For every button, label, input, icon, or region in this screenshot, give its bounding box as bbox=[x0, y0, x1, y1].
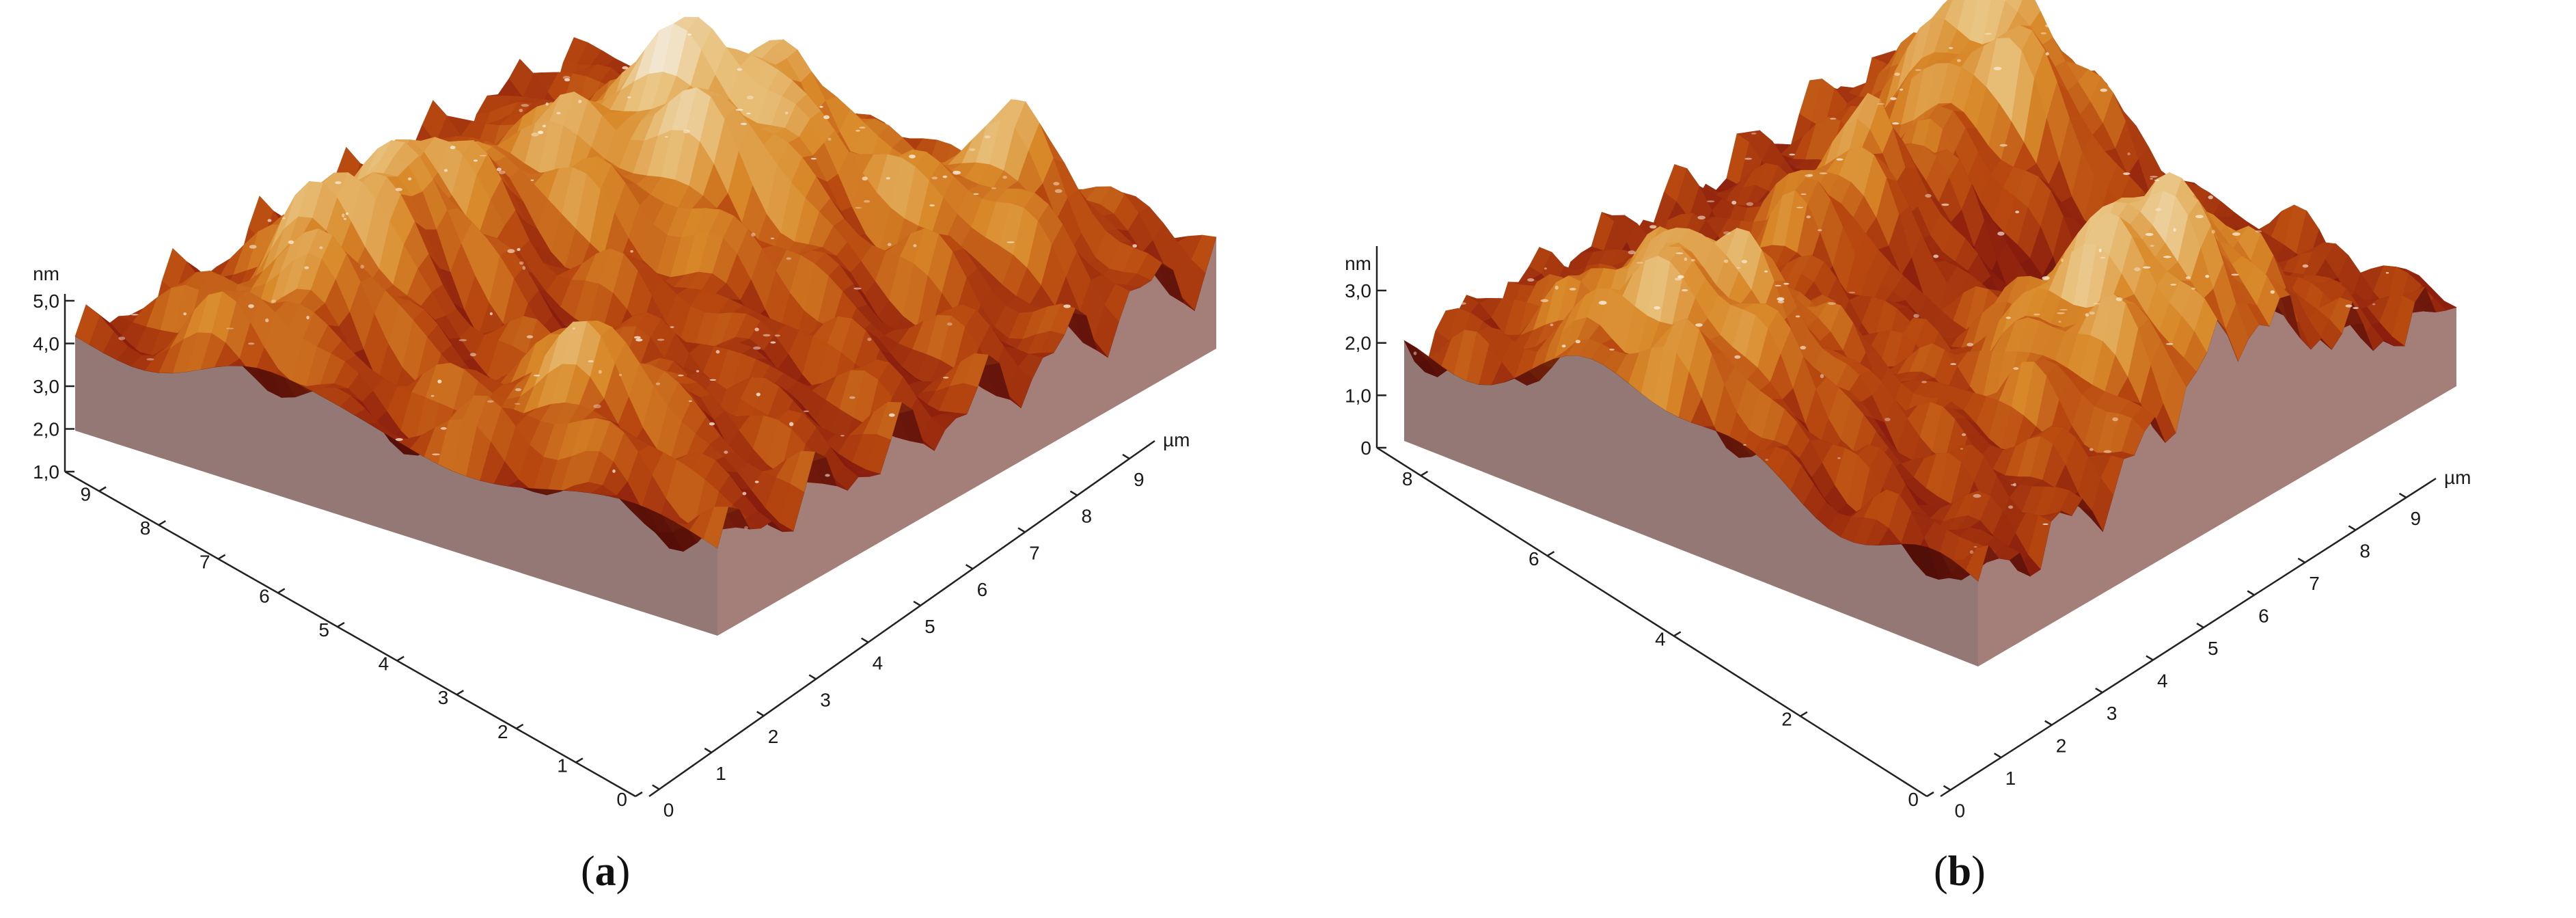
a-y-tick-label: 3 bbox=[438, 687, 449, 708]
a-x-unit-label: µm bbox=[1163, 429, 1190, 450]
a-x-tick-label: 3 bbox=[820, 689, 831, 710]
a-y-tick bbox=[158, 520, 166, 526]
b-y-tick-label: 8 bbox=[1402, 468, 1413, 489]
a-z-tick-label: 2,0 bbox=[33, 419, 59, 440]
a-y-tick bbox=[277, 588, 286, 594]
a-y-tick bbox=[217, 554, 226, 560]
a-z-tick-label: 4,0 bbox=[33, 334, 59, 355]
a-x-tick-label: 8 bbox=[1082, 506, 1093, 527]
a-y-axis-line bbox=[64, 470, 636, 798]
caption-b: (b) bbox=[1934, 848, 1986, 895]
caption-b-letter: b bbox=[1947, 848, 1972, 895]
a-x-tick bbox=[913, 600, 921, 607]
b-y-tick-label: 2 bbox=[1781, 709, 1792, 730]
b-x-tick-label: 9 bbox=[2411, 508, 2422, 529]
a-x-tick bbox=[704, 747, 712, 753]
b-y-tick bbox=[1673, 631, 1682, 637]
b-y-axis-line bbox=[1376, 446, 1928, 798]
afm-panel-a: 1,0 2,0 3,0 4,0 5,0 nm 0 1 2 3 4 5 6 7 8 9 0 1 2 3 4 5 6 7 8 9 µm bbox=[33, 12, 1217, 821]
caption-a-letter: a bbox=[594, 848, 616, 895]
b-x-tick-label: 0 bbox=[1955, 800, 1966, 822]
a-y-tick-label: 6 bbox=[259, 585, 270, 606]
axes-a: 1,0 2,0 3,0 4,0 5,0 nm 0 1 2 3 4 5 6 7 8 9 0 1 2 3 4 5 6 7 8 9 µm bbox=[33, 263, 1190, 821]
a-z-tick-label: 5,0 bbox=[33, 291, 59, 312]
a-y-tick bbox=[575, 757, 584, 764]
b-x-tick bbox=[2297, 557, 2305, 564]
a-x-tick bbox=[756, 711, 765, 717]
b-x-tick bbox=[2095, 688, 2103, 694]
b-x-tick-label: 6 bbox=[2258, 606, 2269, 627]
b-x-tick bbox=[2044, 720, 2053, 726]
b-x-axis-line bbox=[1940, 477, 2437, 798]
b-x-tick-label: 1 bbox=[2005, 768, 2016, 789]
a-y-tick bbox=[337, 621, 345, 628]
b-y-tick bbox=[1800, 711, 1808, 717]
a-x-tick bbox=[1069, 490, 1078, 496]
a-y-tick bbox=[396, 656, 405, 662]
a-x-tick-label: 5 bbox=[924, 616, 935, 637]
a-y-tick-label: 9 bbox=[81, 484, 92, 505]
a-y-tick-label: 0 bbox=[616, 789, 627, 810]
b-z-tick-label: 2,0 bbox=[1345, 333, 1371, 354]
b-x-tick bbox=[2247, 590, 2255, 596]
b-x-tick bbox=[2348, 525, 2357, 531]
b-x-tick-label: 4 bbox=[2157, 671, 2168, 692]
a-x-tick bbox=[861, 637, 869, 643]
a-x-tick-label: 1 bbox=[715, 763, 726, 784]
b-z-tick-label: 3,0 bbox=[1345, 280, 1371, 301]
a-y-tick-label: 4 bbox=[379, 653, 389, 675]
a-x-tick-label: 2 bbox=[768, 726, 779, 747]
b-z-unit-label: nm bbox=[1345, 253, 1371, 274]
a-z-tick-label: 1,0 bbox=[33, 461, 59, 483]
a-x-tick-label: 6 bbox=[977, 579, 988, 600]
a-y-tick-label: 1 bbox=[557, 755, 568, 776]
b-x-tick-label: 7 bbox=[2309, 573, 2320, 594]
a-x-axis-line bbox=[648, 440, 1155, 798]
b-x-tick-label: 5 bbox=[2208, 638, 2219, 659]
b-x-tick-label: 2 bbox=[2056, 735, 2067, 757]
surface-mesh-a bbox=[74, 12, 1217, 636]
b-y-tick-label: 6 bbox=[1529, 548, 1539, 569]
afm-surface-chart-a: 1,0 2,0 3,0 4,0 5,0 nm 0 1 2 3 4 5 6 7 8 9 0 1 2 3 4 5 6 7 8 9 µm bbox=[33, 12, 1217, 821]
a-z-unit-label: nm bbox=[33, 263, 59, 284]
b-y-tick-label: 0 bbox=[1908, 789, 1919, 810]
a-y-tick-label: 8 bbox=[140, 517, 151, 539]
a-y-tick-label: 7 bbox=[200, 552, 210, 573]
a-x-tick bbox=[1122, 453, 1130, 460]
a-y-tick-label: 5 bbox=[318, 619, 329, 640]
a-x-tick-label: 9 bbox=[1134, 469, 1145, 490]
a-x-tick-label: 0 bbox=[663, 800, 674, 821]
a-y-tick bbox=[456, 690, 465, 696]
b-z-tick-label: 0 bbox=[1360, 437, 1371, 459]
a-x-tick bbox=[965, 564, 974, 570]
afm-surface-chart-b: 0 1,0 2,0 3,0 nm 0 2 4 6 8 0 1 2 3 4 5 6 7 8 9 µm bbox=[1345, 0, 2471, 822]
a-y-tick bbox=[635, 791, 643, 798]
a-y-tick-label: 2 bbox=[497, 721, 508, 742]
a-y-tick bbox=[98, 486, 107, 492]
b-x-tick bbox=[2398, 492, 2407, 498]
afm-panel-b: 0 1,0 2,0 3,0 nm 0 2 4 6 8 0 1 2 3 4 5 6 7 8 9 µm bbox=[1288, 0, 2576, 918]
b-x-tick-label: 3 bbox=[2107, 703, 2118, 724]
b-y-tick bbox=[1926, 791, 1934, 798]
a-z-tick-label: 3,0 bbox=[33, 376, 59, 397]
a-x-tick-label: 4 bbox=[873, 653, 883, 674]
a-x-tick-label: 7 bbox=[1029, 542, 1040, 563]
a-y-tick bbox=[515, 723, 524, 729]
a-x-tick bbox=[808, 674, 817, 680]
b-z-tick-label: 1,0 bbox=[1345, 385, 1371, 406]
b-x-tick bbox=[1943, 785, 1951, 791]
b-x-tick-label: 8 bbox=[2359, 540, 2370, 561]
axes-b: 0 1,0 2,0 3,0 nm 0 2 4 6 8 0 1 2 3 4 5 6 7 8 9 µm bbox=[1345, 246, 2471, 822]
b-x-tick bbox=[2146, 655, 2154, 661]
a-x-tick bbox=[1017, 527, 1026, 533]
b-y-tick bbox=[1546, 551, 1555, 557]
b-y-tick-label: 4 bbox=[1655, 628, 1666, 649]
b-x-tick bbox=[2196, 622, 2204, 629]
b-x-tick bbox=[1993, 753, 2002, 759]
b-y-tick bbox=[1420, 470, 1429, 476]
surface-mesh-b bbox=[1403, 0, 2457, 666]
a-x-tick bbox=[652, 784, 660, 790]
b-x-unit-label: µm bbox=[2444, 467, 2471, 488]
caption-a: (a) bbox=[581, 848, 631, 895]
